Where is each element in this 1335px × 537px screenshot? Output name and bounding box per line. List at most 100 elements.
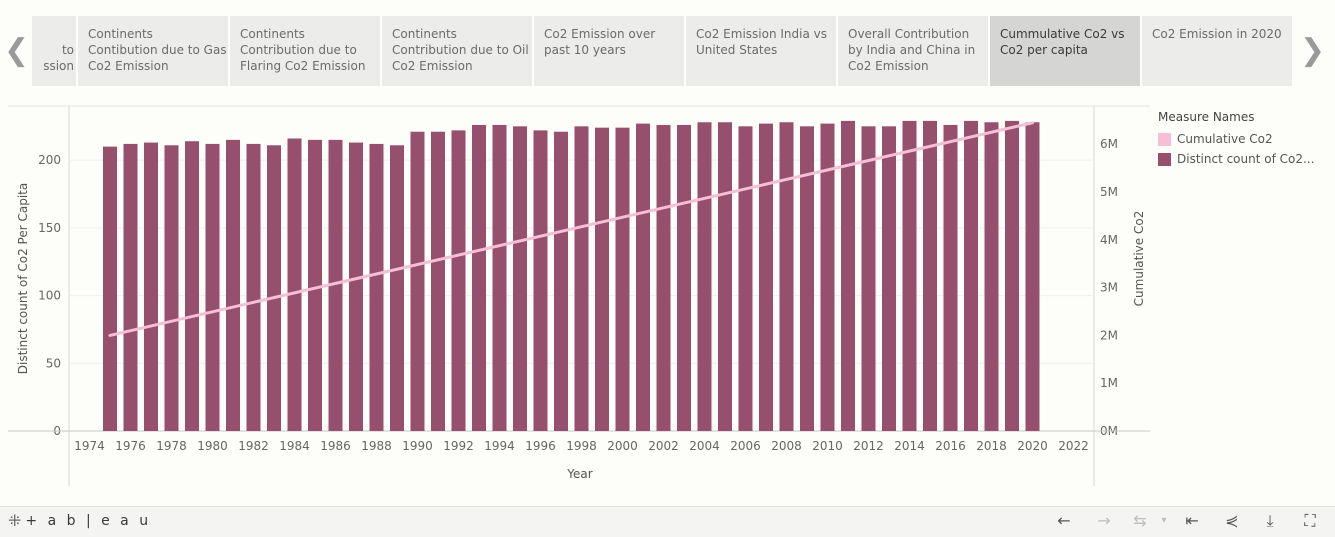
x-tick-label: 2020 <box>1017 439 1048 453</box>
bar <box>677 124 691 431</box>
bar <box>984 122 999 431</box>
bar <box>390 145 404 432</box>
x-tick-label: 2004 <box>689 439 720 453</box>
x-tick-label: 1982 <box>238 439 269 453</box>
x-tick-label: 1984 <box>279 439 310 453</box>
tab-continents-oil[interactable]: Continents Contribution due to Oil Co2 E… <box>382 16 532 86</box>
bar <box>328 139 343 431</box>
tab-cumulative-vs-per-capita[interactable]: Cummulative Co2 vs Co2 per capita <box>990 16 1140 86</box>
revert-icon[interactable]: ⇆ <box>1133 511 1147 530</box>
revert-dropdown-chevron-icon[interactable]: ▾ <box>1161 515 1167 526</box>
bar <box>144 142 158 431</box>
x-tick-label: 1980 <box>197 439 228 453</box>
bar <box>636 123 650 432</box>
chart-area: 0 50 100 150 200 0M 1M 2M 3M 4M 5M 6M 1974 1976 1978 19… <box>0 96 1335 506</box>
bar <box>533 130 548 431</box>
tab-continents-gas[interactable]: Continents Contibution due to Gas Co2 Em… <box>78 16 228 86</box>
x-tick-label: 1994 <box>484 439 515 453</box>
y2-tick-label: 2M <box>1100 328 1118 342</box>
bar <box>349 142 363 431</box>
y-axis-title: Distinct count of Co2 Per Capita <box>16 183 30 375</box>
tableau-logo[interactable]: ⁜ + a b | e a u <box>8 511 151 530</box>
y2-tick-label: 3M <box>1100 281 1118 295</box>
x-tick-label: 1976 <box>115 439 146 453</box>
bar <box>615 127 630 432</box>
x-tick-label: 1986 <box>320 439 351 453</box>
x-tick-label: 1998 <box>566 439 597 453</box>
bar <box>164 145 179 432</box>
x-tick-label: 2016 <box>935 439 966 453</box>
x-tick-label: 1978 <box>156 439 187 453</box>
legend: Measure Names Cumulative Co2 Distinct co… <box>1158 110 1328 169</box>
next-tabs-arrow-icon[interactable]: ❯ <box>1300 33 1326 68</box>
bar <box>656 124 671 431</box>
dashboard-tab-bar: ❮ to ssion Continents Contibution due to… <box>0 0 1335 96</box>
tab-label: Co2 Emission India vs United States <box>696 27 827 57</box>
bar <box>287 138 302 431</box>
tab-previous-partial[interactable]: to ssion <box>32 16 76 86</box>
bar <box>369 143 384 431</box>
y2-tick-label: 5M <box>1100 185 1118 199</box>
legend-label: Cumulative Co2 <box>1177 132 1273 146</box>
y2-tick-label: 6M <box>1100 137 1118 151</box>
bar <box>246 143 261 431</box>
download-icon[interactable]: ⤓ <box>1266 511 1274 530</box>
bar <box>451 130 466 431</box>
legend-label: Distinct count of Co2... <box>1177 152 1315 166</box>
x-tick-label: 1996 <box>525 439 556 453</box>
bar <box>410 131 425 431</box>
y-tick-label: 150 <box>38 221 61 235</box>
y-tick-label: 50 <box>46 356 61 370</box>
share-icon[interactable]: ⋞ <box>1225 511 1239 530</box>
bar <box>103 146 117 431</box>
tab-continents-flaring[interactable]: Continents Contribution due to Flaring C… <box>230 16 380 86</box>
y2-axis-title: Cumulative Co2 <box>1132 211 1146 307</box>
bar <box>800 126 814 431</box>
bar <box>554 131 568 431</box>
legend-swatch <box>1158 152 1171 166</box>
tab-label: Overall Contribution by India and China … <box>848 27 976 73</box>
tab-label: Continents Contibution due to Gas Co2 Em… <box>88 27 227 73</box>
legend-item-distinct-count[interactable]: Distinct count of Co2... <box>1158 149 1328 169</box>
reset-icon[interactable]: ⇤ <box>1185 511 1199 530</box>
bar <box>308 139 322 431</box>
tableau-logo-icon: ⁜ <box>8 511 22 530</box>
x-tick-label: 2010 <box>812 439 843 453</box>
bar <box>123 143 138 431</box>
redo-icon[interactable]: → <box>1097 511 1111 530</box>
y-tick-label: 200 <box>38 153 61 167</box>
tab-label: Continents Contribution due to Flaring C… <box>240 27 366 73</box>
tab-co2-2020[interactable]: Co2 Emission in 2020 <box>1142 16 1292 86</box>
tab-label: Continents Contribution due to Oil Co2 E… <box>392 27 529 73</box>
bar <box>205 143 220 431</box>
tab-india-china-contribution[interactable]: Overall Contribution by India and China … <box>838 16 988 86</box>
fullscreen-icon[interactable]: ⛶ <box>1304 511 1316 530</box>
x-tick-label: 2000 <box>607 439 638 453</box>
y2-tick-label: 4M <box>1100 233 1118 247</box>
bar <box>779 122 794 431</box>
bar <box>1025 122 1040 431</box>
bar <box>738 126 753 431</box>
bar <box>226 139 240 431</box>
undo-icon[interactable]: ← <box>1057 511 1071 530</box>
bar <box>185 141 199 432</box>
tab-label: Cummulative Co2 vs Co2 per capita <box>1000 27 1125 57</box>
tableau-toolbar: ⁜ + a b | e a u ← → ⇆ ▾ ⇤ ⋞ ⤓ ⛶ <box>0 506 1335 537</box>
bar <box>902 120 917 431</box>
bar <box>718 122 732 431</box>
bar <box>759 123 773 432</box>
bar <box>964 120 978 431</box>
x-axis-title: Year <box>566 467 592 481</box>
x-tick-label: 2012 <box>853 439 884 453</box>
bar <box>513 126 527 431</box>
tab-india-vs-us[interactable]: Co2 Emission India vs United States <box>686 16 836 86</box>
x-tick-label: 2006 <box>730 439 761 453</box>
prev-tabs-arrow-icon[interactable]: ❮ <box>4 33 30 68</box>
tab-co2-past-10-years[interactable]: Co2 Emission over past 10 years <box>534 16 684 86</box>
bar <box>923 120 937 431</box>
x-tick-label: 2008 <box>771 439 802 453</box>
tab-label: Co2 Emission over past 10 years <box>544 27 656 57</box>
legend-item-cumulative-co2[interactable]: Cumulative Co2 <box>1158 129 1328 149</box>
tableau-logo-text: + a b | e a u <box>25 512 152 529</box>
